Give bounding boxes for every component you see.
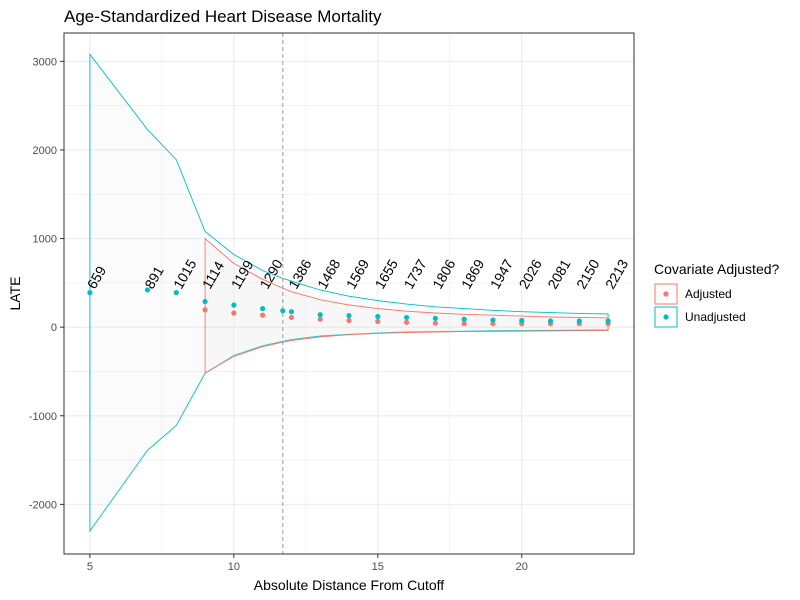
unadjusted-point bbox=[576, 318, 582, 324]
y-tick-label: 3000 bbox=[33, 56, 57, 68]
x-tick-label: 20 bbox=[516, 561, 528, 573]
unadjusted-point bbox=[231, 302, 237, 308]
unadjusted-point bbox=[403, 314, 410, 321]
x-tick-label: 15 bbox=[372, 561, 384, 573]
legend-label-unadjusted: Unadjusted bbox=[685, 310, 746, 324]
y-tick-label: 1000 bbox=[33, 234, 57, 246]
adjusted-point bbox=[346, 317, 352, 324]
legend-marker-unadjusted bbox=[663, 314, 669, 320]
y-tick-label: -1000 bbox=[29, 411, 57, 423]
x-tick-label: 5 bbox=[87, 561, 93, 573]
y-axis-title: LATE bbox=[7, 277, 23, 311]
unadjusted-point bbox=[346, 313, 352, 319]
chart-title: Age-Standardized Heart Disease Mortality bbox=[64, 7, 382, 26]
legend-marker-adjusted bbox=[663, 291, 669, 297]
adjusted-point bbox=[375, 318, 381, 325]
unadjusted-point bbox=[605, 318, 611, 324]
y-tick-label: 2000 bbox=[33, 145, 57, 157]
panel-border bbox=[63, 32, 635, 555]
unadjusted-point bbox=[144, 287, 151, 293]
x-axis-title: Absolute Distance From Cutoff bbox=[254, 577, 444, 593]
adjusted-point bbox=[403, 319, 410, 325]
unadjusted-point bbox=[490, 317, 496, 323]
unadjusted-point bbox=[519, 317, 525, 324]
adjusted-point bbox=[231, 310, 237, 316]
unadjusted-point bbox=[432, 315, 438, 321]
unadjusted-point bbox=[317, 312, 323, 318]
adjusted-point bbox=[461, 321, 467, 327]
unadjusted-point bbox=[547, 318, 554, 324]
unadjusted-point bbox=[173, 290, 179, 296]
adjusted-point bbox=[202, 307, 208, 313]
unadjusted-point bbox=[375, 313, 381, 320]
unadjusted-point bbox=[202, 298, 208, 305]
adjusted-confidence-band bbox=[204, 237, 609, 374]
adjusted-point bbox=[260, 312, 266, 318]
y-tick-label: 0 bbox=[51, 322, 57, 334]
legend: Covariate Adjusted? Adjusted Unadjusted bbox=[654, 261, 780, 328]
unadjusted-point bbox=[87, 290, 93, 296]
unadjusted-point bbox=[461, 316, 467, 322]
legend-title: Covariate Adjusted? bbox=[654, 261, 780, 277]
unadjusted-point bbox=[260, 305, 266, 312]
adjusted-point bbox=[432, 320, 438, 326]
x-tick-label: 10 bbox=[228, 561, 240, 573]
unadjusted-point bbox=[288, 309, 295, 315]
plot-panel bbox=[64, 33, 634, 554]
adjusted-point bbox=[288, 314, 295, 321]
legend-label-adjusted: Adjusted bbox=[685, 287, 732, 301]
adjusted-point bbox=[317, 316, 323, 322]
y-tick-label: -2000 bbox=[29, 499, 57, 511]
unadjusted-point bbox=[280, 308, 286, 314]
